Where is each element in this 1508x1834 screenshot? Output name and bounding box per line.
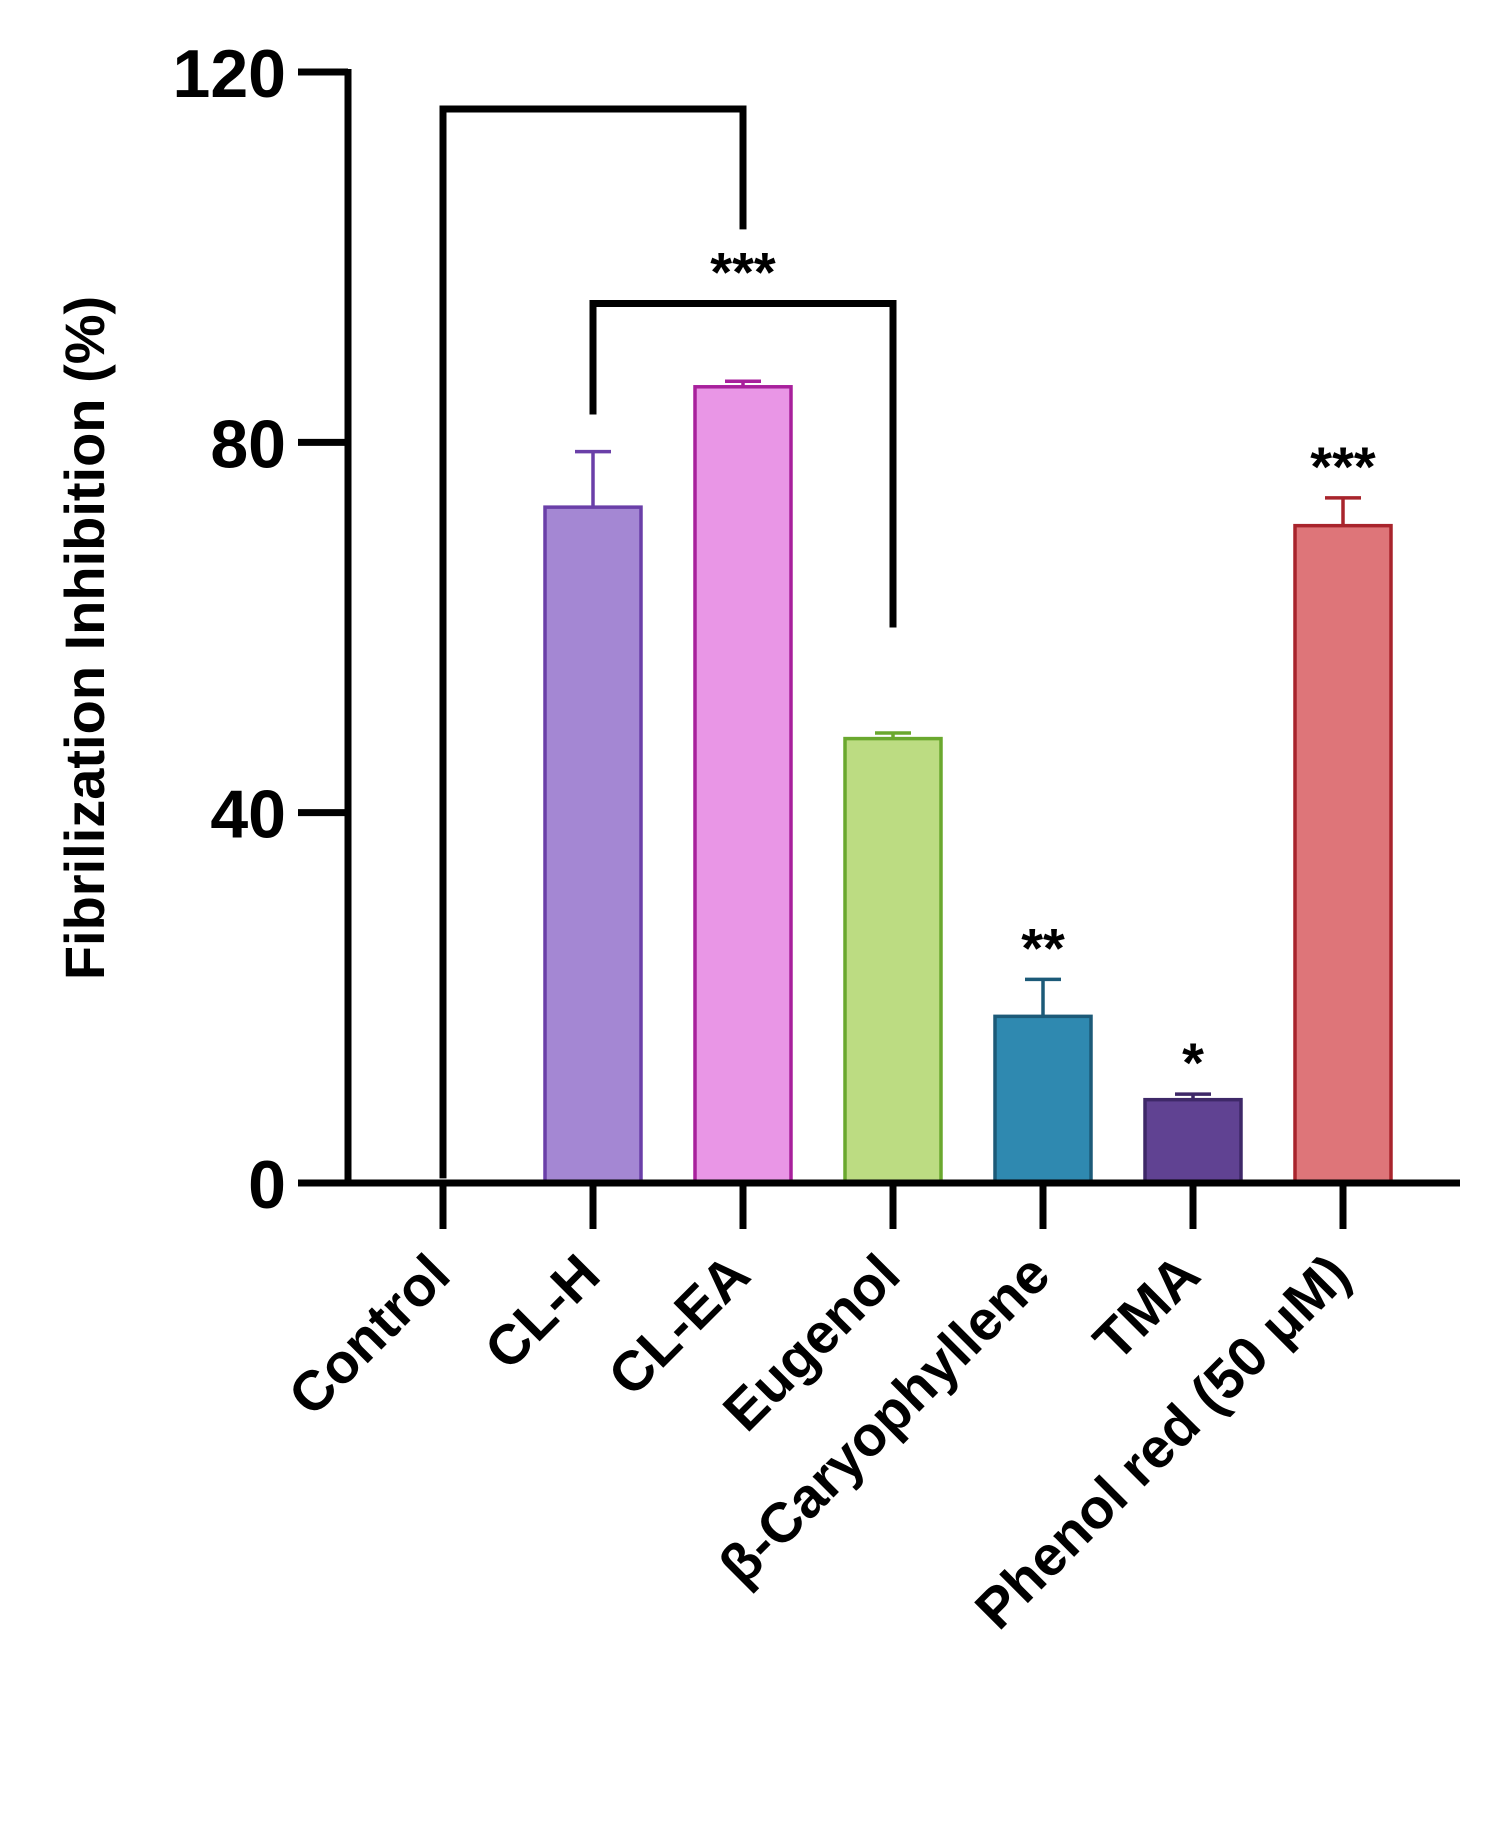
x-tick-label: TMA xyxy=(1081,1242,1211,1372)
bracket-control-cl-ea xyxy=(439,105,747,1179)
y-tick-label: 0 xyxy=(248,1147,286,1223)
y-axis-ticks: 0 40 80 120 xyxy=(173,36,1347,1229)
significance-labels: ****** xyxy=(1021,435,1376,1094)
bar-phenol-red-50-m xyxy=(1293,523,1393,1185)
x-tick-label: Control xyxy=(276,1242,461,1427)
axes xyxy=(344,69,1460,1187)
significance-label: * xyxy=(1182,1031,1204,1094)
x-tick-label: CL-H xyxy=(472,1242,611,1381)
bars xyxy=(543,385,1393,1185)
bar-cl-ea xyxy=(693,385,793,1185)
significance-label: *** xyxy=(1310,435,1376,498)
bar-tma xyxy=(1143,1097,1243,1185)
significance-label: ** xyxy=(1021,916,1065,979)
bracket-significance-label: *** xyxy=(710,240,776,303)
y-tick-label: 80 xyxy=(210,406,286,482)
comparison-brackets: *** xyxy=(439,105,897,1179)
bar-eugenol xyxy=(843,736,943,1185)
bar-caryophyllene xyxy=(993,1014,1093,1185)
y-axis-label: Fibrilization Inhibition (%) xyxy=(53,296,116,980)
bracket-cl-h-eugenol xyxy=(589,299,897,628)
error-bars xyxy=(575,379,1361,1100)
y-tick-label: 40 xyxy=(210,777,286,853)
y-tick-label: 120 xyxy=(173,36,286,112)
bar-cl-h xyxy=(543,505,643,1185)
